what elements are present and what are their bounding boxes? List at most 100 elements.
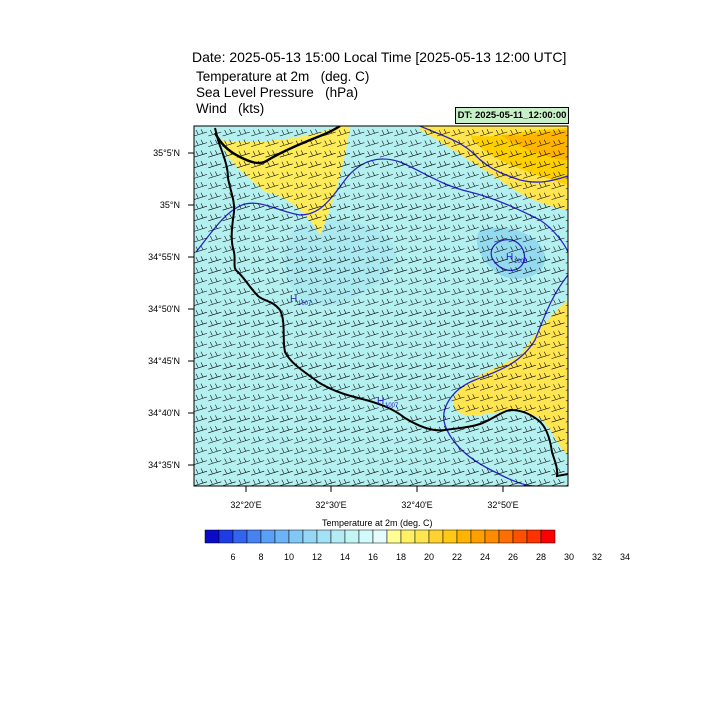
wind-barb xyxy=(365,224,379,232)
wind-barb xyxy=(465,182,479,190)
colorbar-swatch xyxy=(330,529,346,544)
wind-barb xyxy=(294,383,308,391)
wind-barb xyxy=(251,224,265,232)
wind-barb xyxy=(408,235,422,243)
wind-barb xyxy=(294,394,308,402)
wind-barb xyxy=(208,457,222,465)
wind-barb xyxy=(365,129,379,137)
wind-barb xyxy=(394,182,408,190)
wind-barb xyxy=(365,457,379,465)
wind-barb xyxy=(365,330,379,338)
wind-barb xyxy=(479,309,494,317)
wind-barb xyxy=(336,415,351,423)
colorbar-swatch xyxy=(526,529,542,544)
wind-barb xyxy=(537,171,551,179)
wind-barb xyxy=(422,351,436,359)
wind-barb xyxy=(465,341,479,349)
wind-barb xyxy=(365,203,379,211)
wind-barb xyxy=(222,182,236,190)
lat-axis: 35°5'N 35°N 34°55'N 34°50'N 34°45'N 34°4… xyxy=(148,148,194,470)
wind-barb xyxy=(222,478,236,486)
wind-barb xyxy=(537,256,551,264)
wind-barb xyxy=(365,192,379,200)
wind-barb xyxy=(465,309,479,317)
wind-barb xyxy=(265,447,279,455)
wind-barb xyxy=(308,235,322,243)
colorbar-swatch xyxy=(246,529,262,544)
temperature-background xyxy=(194,126,568,486)
wind-barb xyxy=(508,256,522,264)
wind-barb xyxy=(437,383,451,391)
wind-barb xyxy=(422,213,436,222)
wind-barb xyxy=(394,256,408,264)
wind-barb xyxy=(265,150,279,158)
wind-barb xyxy=(336,266,351,275)
wind-barb xyxy=(508,394,522,402)
wind-barb xyxy=(508,425,522,434)
wind-barb xyxy=(437,372,451,381)
wind-barb xyxy=(265,213,279,222)
wind-barb xyxy=(479,394,494,402)
wind-barb xyxy=(551,224,565,232)
wind-barb xyxy=(308,203,322,211)
wind-barb xyxy=(437,351,451,359)
wind-barb xyxy=(394,341,408,349)
wind-barb xyxy=(451,372,465,381)
wind-barb xyxy=(336,298,351,306)
wind-barb xyxy=(294,256,308,264)
wind-barb xyxy=(194,224,208,232)
wind-barb xyxy=(308,309,322,317)
wind-barb xyxy=(194,457,208,465)
wind-barb xyxy=(294,298,308,306)
wind-barb xyxy=(279,372,293,381)
wind-barb xyxy=(236,319,250,328)
wind-barb xyxy=(208,478,222,486)
wind-barb xyxy=(422,288,436,296)
wind-barb xyxy=(279,277,293,285)
wind-barb xyxy=(194,351,208,359)
wind-barb xyxy=(365,478,379,486)
pressure-labels: H 1007 H 1007 H 1008 xyxy=(290,252,528,409)
wind-barb xyxy=(508,330,522,338)
wind-barb xyxy=(408,394,422,402)
wind-barb xyxy=(322,150,336,158)
wind-barb xyxy=(465,224,479,232)
wind-barb xyxy=(494,468,508,476)
wind-barb xyxy=(336,319,351,328)
wind-barb xyxy=(494,129,508,137)
isobar xyxy=(443,274,568,486)
wind-barb xyxy=(365,394,379,402)
wind-barb xyxy=(508,468,522,476)
wind-barb xyxy=(451,478,465,486)
colorbar-swatch xyxy=(400,529,416,544)
wind-barb xyxy=(422,436,436,444)
wind-barb xyxy=(351,171,365,179)
wind-barb xyxy=(537,224,551,232)
colorbar-swatch xyxy=(512,529,528,544)
wind-barb xyxy=(279,309,293,317)
wind-barb xyxy=(236,256,250,264)
wind-barb xyxy=(451,351,465,359)
wind-barb xyxy=(437,309,451,317)
wind-barb xyxy=(522,478,536,486)
wind-barb xyxy=(537,277,551,285)
wind-barb xyxy=(236,245,250,253)
wind-barb xyxy=(408,203,422,211)
wind-barb xyxy=(336,150,351,158)
wind-barb xyxy=(508,457,522,465)
wind-barb xyxy=(551,447,565,455)
wind-barb xyxy=(408,425,422,434)
wind-barb xyxy=(422,203,436,211)
wind-barb xyxy=(251,309,265,317)
wind-barb xyxy=(537,150,551,158)
colorbar-label: 10 xyxy=(283,552,294,562)
wind-barb xyxy=(437,213,451,222)
wind-barb xyxy=(194,192,208,200)
wind-barb xyxy=(251,330,265,338)
wind-barb xyxy=(322,330,336,338)
wind-barb xyxy=(522,425,536,434)
wind-barb xyxy=(279,298,293,306)
high-letter: H xyxy=(377,396,384,407)
wind-barb xyxy=(208,129,222,137)
wind-barb xyxy=(551,394,565,402)
